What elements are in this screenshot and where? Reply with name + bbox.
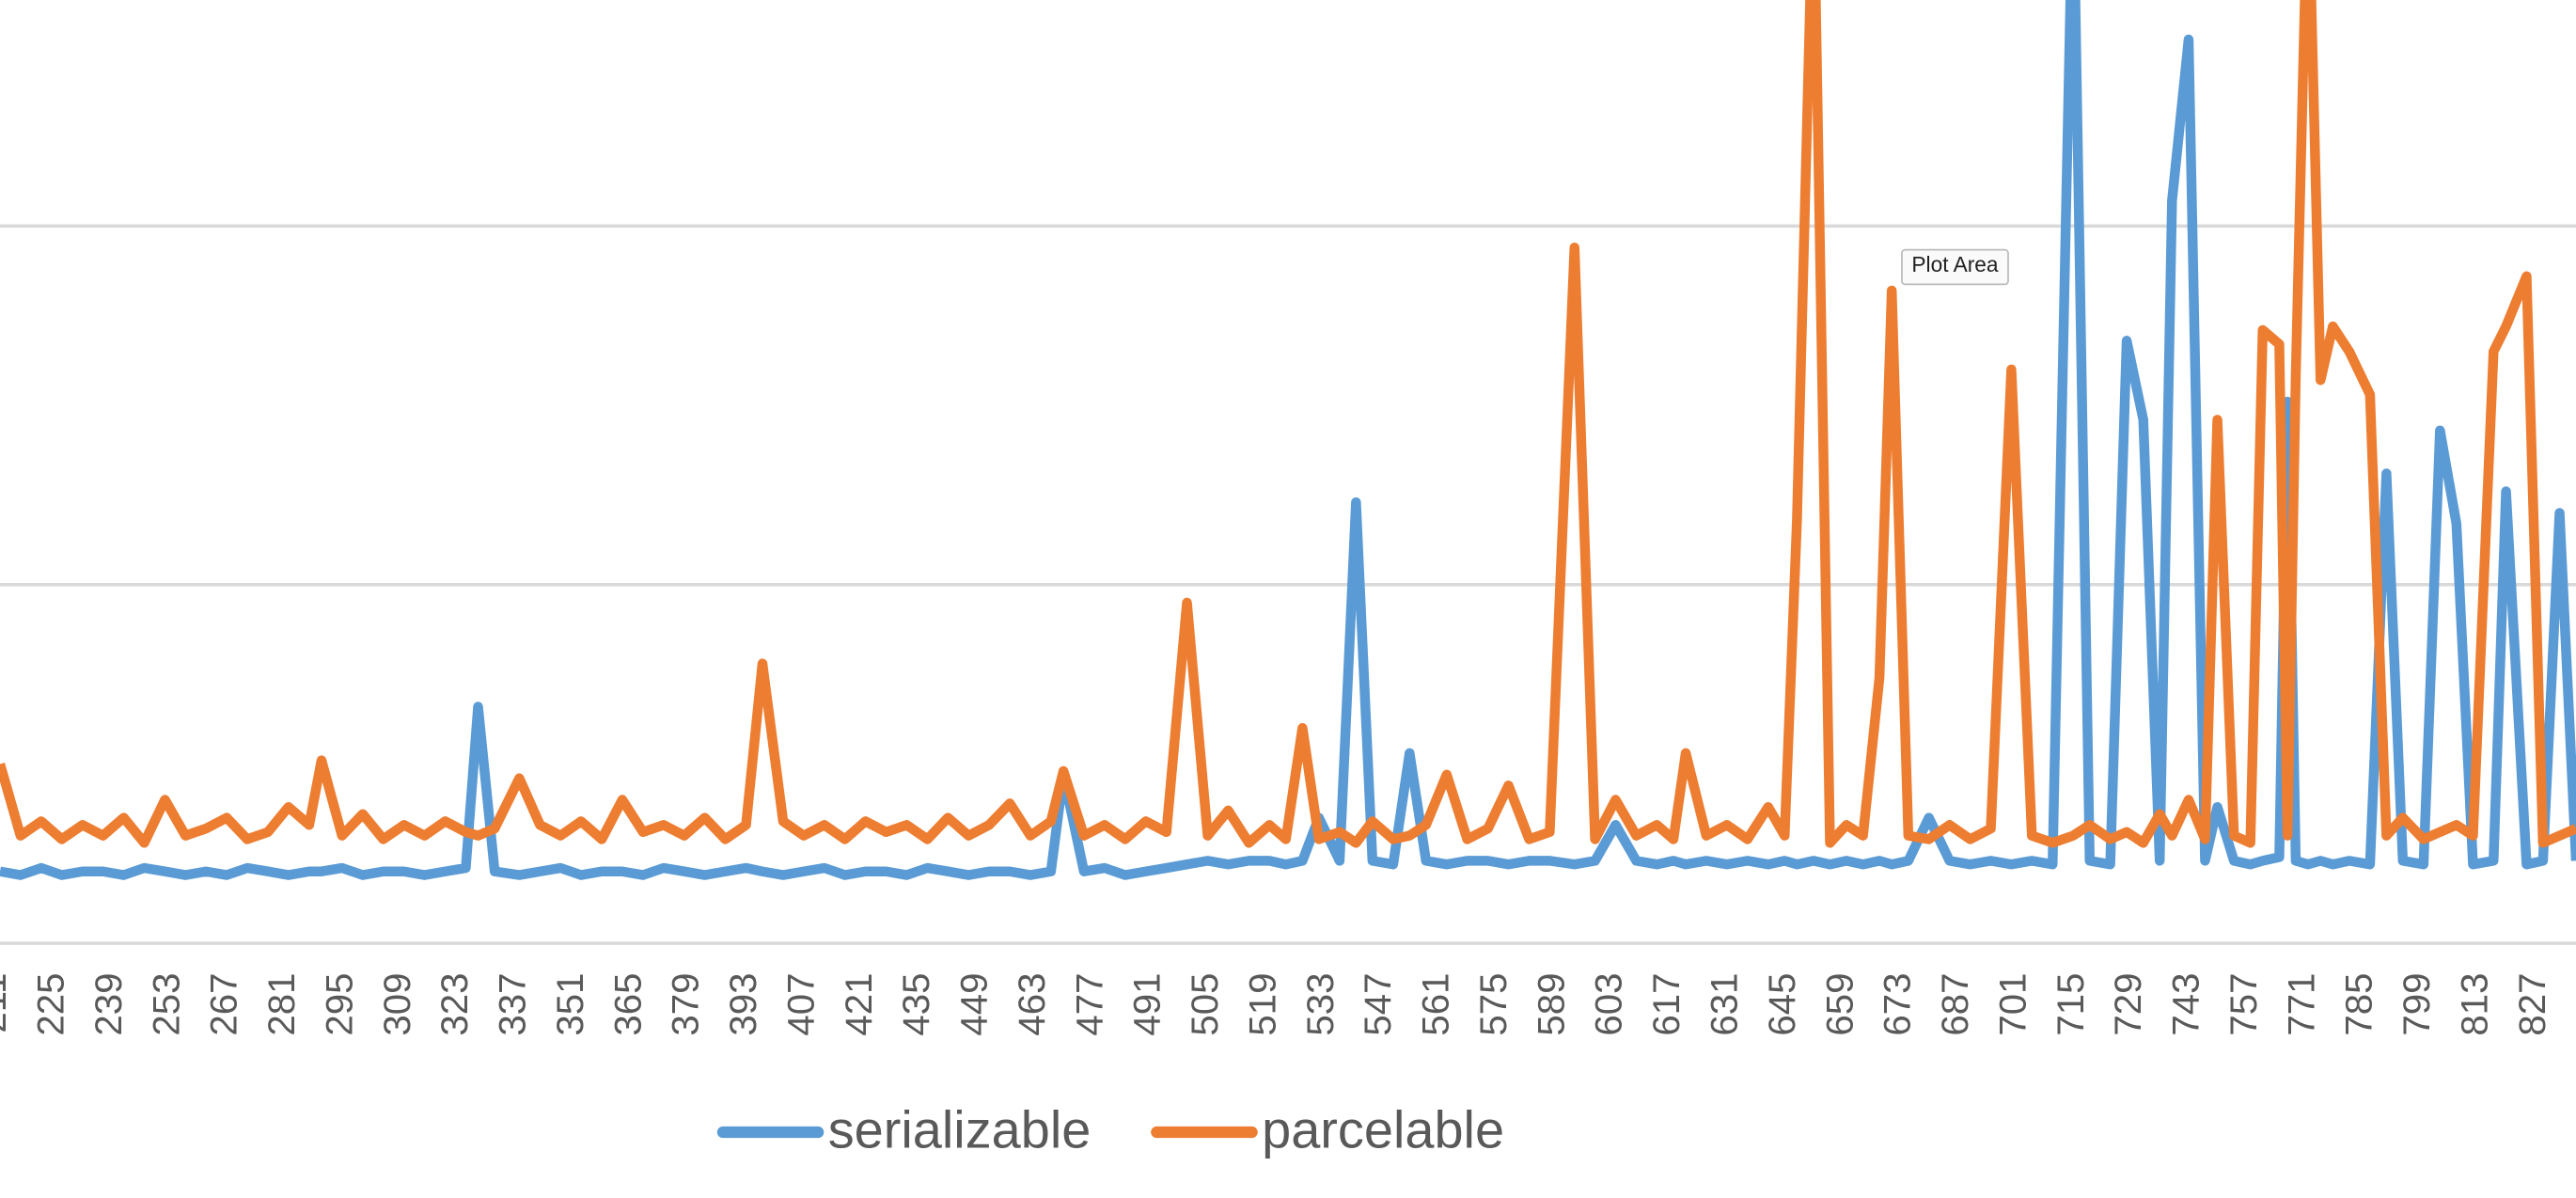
x-tick-label: 687 xyxy=(1934,973,1976,1036)
legend-label: parcelable xyxy=(1262,1100,1504,1159)
x-tick-label: 701 xyxy=(1991,973,2034,1036)
x-tick-label: 211 xyxy=(0,973,14,1033)
x-tick-label: 575 xyxy=(1472,973,1515,1036)
x-tick-label: 477 xyxy=(1068,973,1110,1036)
x-tick-label: 603 xyxy=(1588,973,1630,1036)
x-tick-label: 715 xyxy=(2050,973,2092,1036)
series-line xyxy=(0,0,2576,880)
x-tick-label: 225 xyxy=(30,973,72,1036)
x-tick-label: 519 xyxy=(1241,973,1283,1036)
x-tick-label: 435 xyxy=(895,973,937,1036)
x-tick-label: 449 xyxy=(953,973,996,1036)
x-tick-label: 379 xyxy=(665,973,707,1036)
x-tick-label: 561 xyxy=(1415,973,1457,1036)
x-tick-label: 785 xyxy=(2338,973,2380,1036)
x-tick-label: 799 xyxy=(2395,973,2438,1036)
x-tick-label: 267 xyxy=(203,973,245,1036)
series-line xyxy=(0,0,2576,848)
x-tick-label: 309 xyxy=(376,973,418,1036)
x-tick-label: 407 xyxy=(779,973,822,1036)
x-tick-label: 505 xyxy=(1184,973,1226,1036)
x-tick-label: 617 xyxy=(1645,973,1688,1036)
x-tick-label: 365 xyxy=(606,973,649,1036)
x-tick-label: 337 xyxy=(492,973,534,1036)
tooltip-box xyxy=(1901,248,2009,286)
x-tick-label: 281 xyxy=(260,973,303,1036)
x-tick-label: 253 xyxy=(145,973,187,1036)
x-tick-label: 813 xyxy=(2453,973,2495,1036)
x-tick-label: 757 xyxy=(2223,973,2265,1036)
legend-label: serializable xyxy=(828,1100,1092,1159)
x-tick-label: 771 xyxy=(2280,973,2322,1036)
x-tick-label: 827 xyxy=(2511,973,2553,1036)
x-tick-label: 491 xyxy=(1126,973,1169,1036)
x-tick-label: 295 xyxy=(318,973,360,1036)
x-tick-label: 659 xyxy=(1818,973,1861,1036)
x-tick-label: 589 xyxy=(1530,973,1572,1036)
tooltip: Plot Area xyxy=(1901,248,2009,286)
x-tick-label: 729 xyxy=(2107,973,2149,1036)
x-tick-label: 323 xyxy=(433,973,476,1036)
x-tick-label: 673 xyxy=(1877,973,1919,1036)
x-tick-label: 533 xyxy=(1299,973,1342,1036)
x-tick-label: 421 xyxy=(838,973,880,1036)
x-tick-label: 547 xyxy=(1357,973,1399,1036)
x-tick-label: 239 xyxy=(87,973,130,1036)
tooltip-text: Plot Area xyxy=(1911,252,1999,276)
x-tick-label: 351 xyxy=(549,973,591,1036)
x-tick-label: 631 xyxy=(1704,973,1746,1036)
x-tick-label: 743 xyxy=(2165,973,2207,1036)
x-tick-label: 463 xyxy=(1011,973,1053,1036)
x-tick-label: 645 xyxy=(1761,973,1803,1036)
x-tick-label: 393 xyxy=(722,973,764,1036)
